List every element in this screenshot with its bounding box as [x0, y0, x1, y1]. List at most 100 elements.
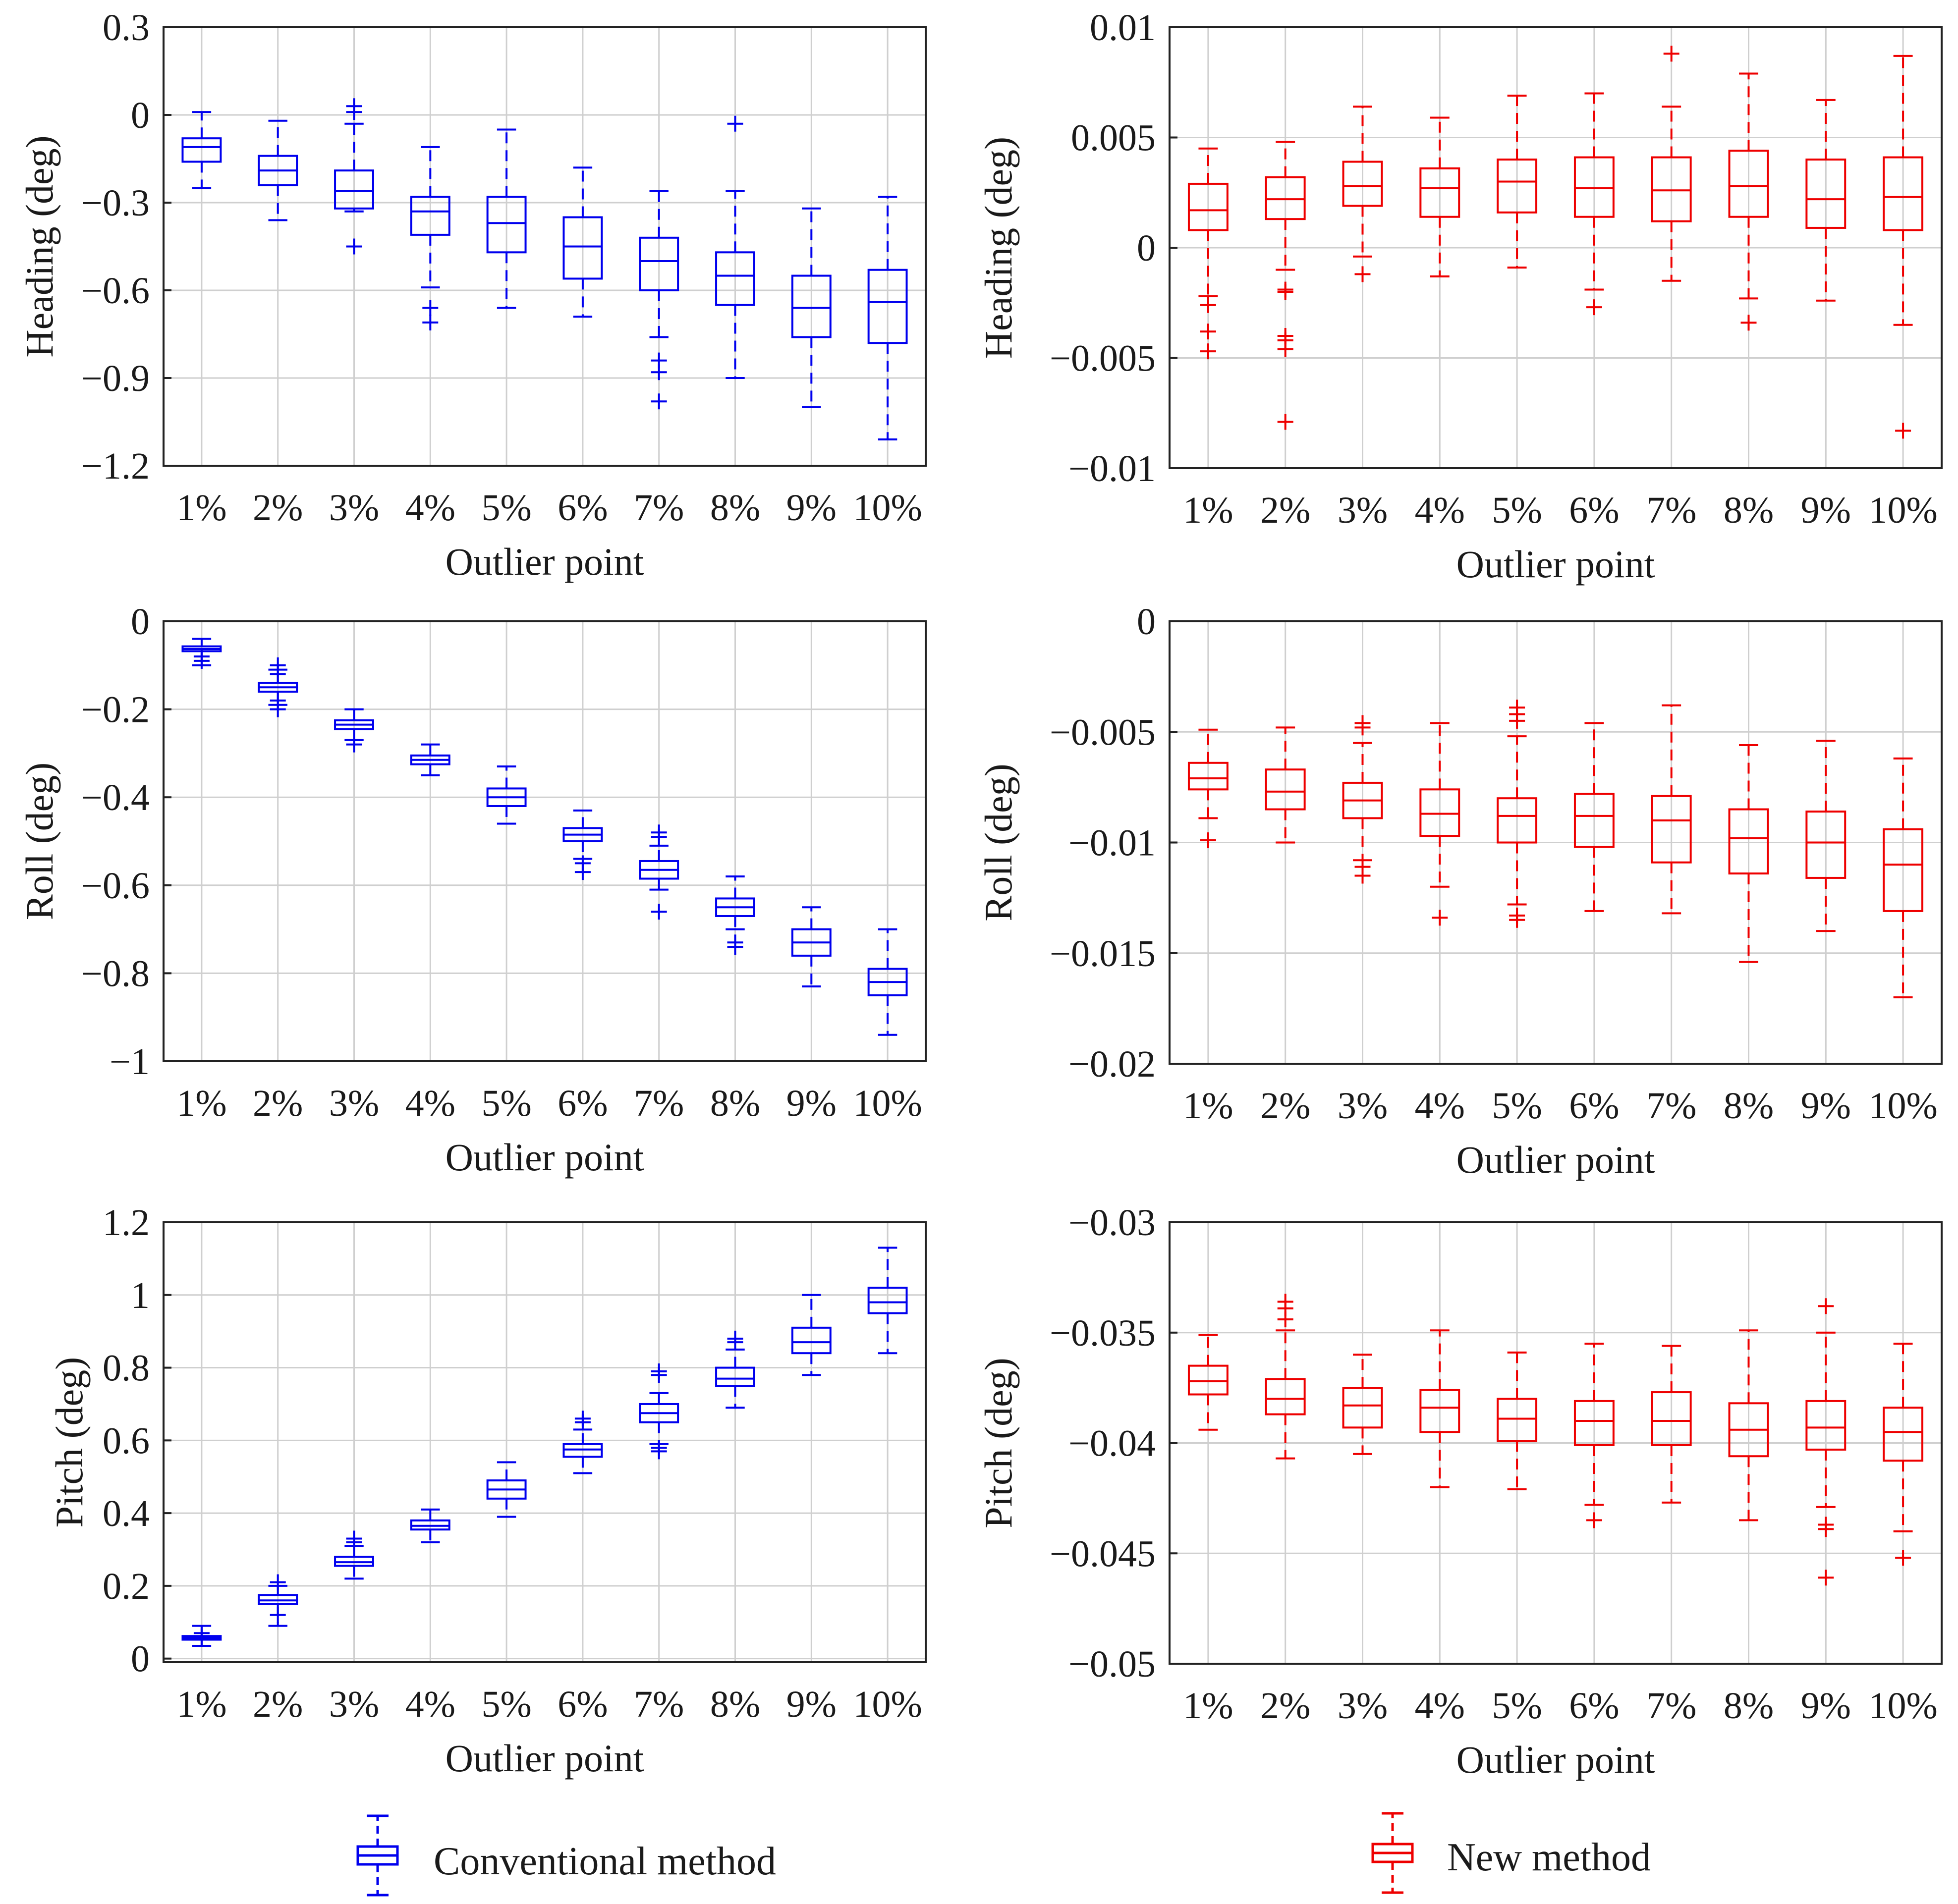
y-tick-label: −0.02: [1068, 1043, 1156, 1085]
y-tick-label: −0.04: [1068, 1423, 1156, 1465]
y-tick-label: 0: [1137, 227, 1156, 269]
y-tick-label: −0.9: [81, 358, 150, 399]
box-conv-roll-3%: [334, 708, 374, 753]
outlier-marker: [193, 1625, 210, 1641]
x-tick-label: 10%: [853, 487, 922, 529]
outlier-marker: [1509, 712, 1525, 729]
box-new-heading-9%: [1805, 99, 1846, 302]
iqr-box: [1651, 1391, 1692, 1446]
outlier-marker: [422, 314, 439, 330]
iqr-box: [1651, 795, 1692, 864]
box-conv-heading-5%: [486, 128, 527, 309]
box-conv-roll-8%: [715, 875, 755, 955]
box-new-pitch-3%: [1342, 1354, 1383, 1455]
plot-frame: [163, 26, 927, 467]
box-conv-pitch-7%: [639, 1363, 679, 1460]
box-conv-roll-7%: [639, 824, 679, 920]
outlier-marker: [1740, 315, 1757, 331]
legend-conventional: Conventional method: [356, 1814, 776, 1897]
y-axis-label: Pitch (deg): [977, 1358, 1020, 1528]
box-new-pitch-7%: [1651, 1345, 1692, 1504]
iqr-box: [1805, 810, 1846, 879]
y-tick-label: 0: [131, 601, 150, 643]
outlier-marker: [346, 736, 362, 753]
iqr-box: [1573, 1400, 1615, 1446]
x-tick-label: 5%: [481, 1684, 531, 1725]
y-tick-label: 0.01: [1090, 7, 1156, 49]
box-new-roll-3%: [1342, 715, 1383, 884]
y-tick-label: −1.2: [81, 445, 150, 487]
iqr-box: [1497, 797, 1538, 844]
x-tick-label: 4%: [1415, 1685, 1465, 1727]
x-tick-label: 5%: [481, 487, 531, 529]
x-tick-label: 8%: [1724, 1685, 1774, 1727]
box-new-heading-2%: [1265, 141, 1306, 430]
outlier-marker: [193, 653, 210, 669]
box-new-pitch-6%: [1573, 1343, 1615, 1528]
iqr-box: [1497, 1398, 1538, 1442]
x-tick-label: 10%: [1868, 1085, 1937, 1127]
iqr-box: [181, 137, 222, 163]
outlier-marker: [270, 1607, 286, 1623]
x-tick-label: 3%: [329, 1083, 379, 1124]
box-new-heading-8%: [1728, 72, 1769, 331]
x-tick-label: 10%: [853, 1684, 922, 1725]
x-tick-label: 7%: [634, 487, 684, 529]
y-tick-label: −0.6: [81, 865, 150, 907]
x-tick-label: 3%: [1338, 1085, 1388, 1127]
x-tick-label: 8%: [710, 1083, 760, 1124]
x-tick-label: 5%: [1492, 490, 1542, 531]
outlier-marker: [727, 115, 743, 132]
x-tick-label: 4%: [405, 487, 455, 529]
box-new-heading-10%: [1883, 54, 1924, 439]
x-tick-label: 6%: [1569, 1085, 1619, 1127]
iqr-box: [1419, 1389, 1460, 1433]
iqr-box: [334, 169, 374, 210]
outlier-marker: [1277, 414, 1293, 430]
box-new-pitch-8%: [1728, 1329, 1769, 1522]
x-tick-label: 4%: [405, 1083, 455, 1124]
y-tick-label: −0.8: [81, 953, 150, 994]
outlier-marker: [1200, 343, 1216, 360]
box-conv-pitch-4%: [410, 1508, 450, 1543]
iqr-box: [791, 274, 832, 338]
x-tick-label: 9%: [1801, 490, 1851, 531]
y-tick-label: 0.3: [103, 7, 150, 49]
conventional-boxplot-icon: [356, 1814, 399, 1897]
outlier-marker: [651, 393, 667, 410]
iqr-box: [1573, 793, 1615, 848]
outlier-marker: [270, 1574, 286, 1590]
x-tick-label: 6%: [558, 1083, 608, 1124]
outlier-marker: [1200, 324, 1216, 340]
plot-frame: [163, 620, 927, 1062]
x-axis-label: Outlier point: [1456, 1738, 1655, 1781]
x-tick-label: 5%: [1492, 1085, 1542, 1127]
x-tick-label: 9%: [1801, 1685, 1851, 1727]
x-tick-label: 1%: [1183, 1685, 1233, 1727]
x-tick-label: 3%: [329, 487, 379, 529]
x-tick-label: 6%: [558, 1684, 608, 1725]
iqr-box: [1651, 156, 1692, 222]
iqr-box: [562, 216, 603, 280]
iqr-box: [1187, 182, 1229, 231]
box-conv-heading-3%: [334, 98, 374, 255]
box-conv-pitch-10%: [867, 1247, 908, 1355]
outlier-marker: [651, 904, 667, 920]
x-tick-label: 1%: [176, 1083, 226, 1124]
x-axis-label: Outlier point: [446, 1737, 644, 1780]
x-axis-label: Outlier point: [446, 1136, 644, 1179]
panel-conv-heading: −1.2 −0.9 −0.6 −0.3 0 0.3 1% 2% 3% 4% 5% 6% 7% 8% 9% 10…: [18, 7, 927, 583]
box-conv-roll-4%: [410, 743, 450, 776]
box-conv-pitch-1%: [181, 1625, 222, 1647]
outlier-marker: [651, 1440, 667, 1456]
iqr-box: [867, 269, 908, 344]
outlier-marker: [346, 1530, 362, 1547]
outlier-marker: [1895, 423, 1911, 439]
x-tick-label: 2%: [1260, 490, 1310, 531]
x-axis-label: Outlier point: [446, 540, 644, 583]
x-tick-label: 1%: [176, 487, 226, 529]
y-axis-label: Heading (deg): [977, 137, 1020, 359]
outlier-marker: [1818, 1521, 1834, 1537]
box-conv-pitch-3%: [334, 1530, 374, 1580]
